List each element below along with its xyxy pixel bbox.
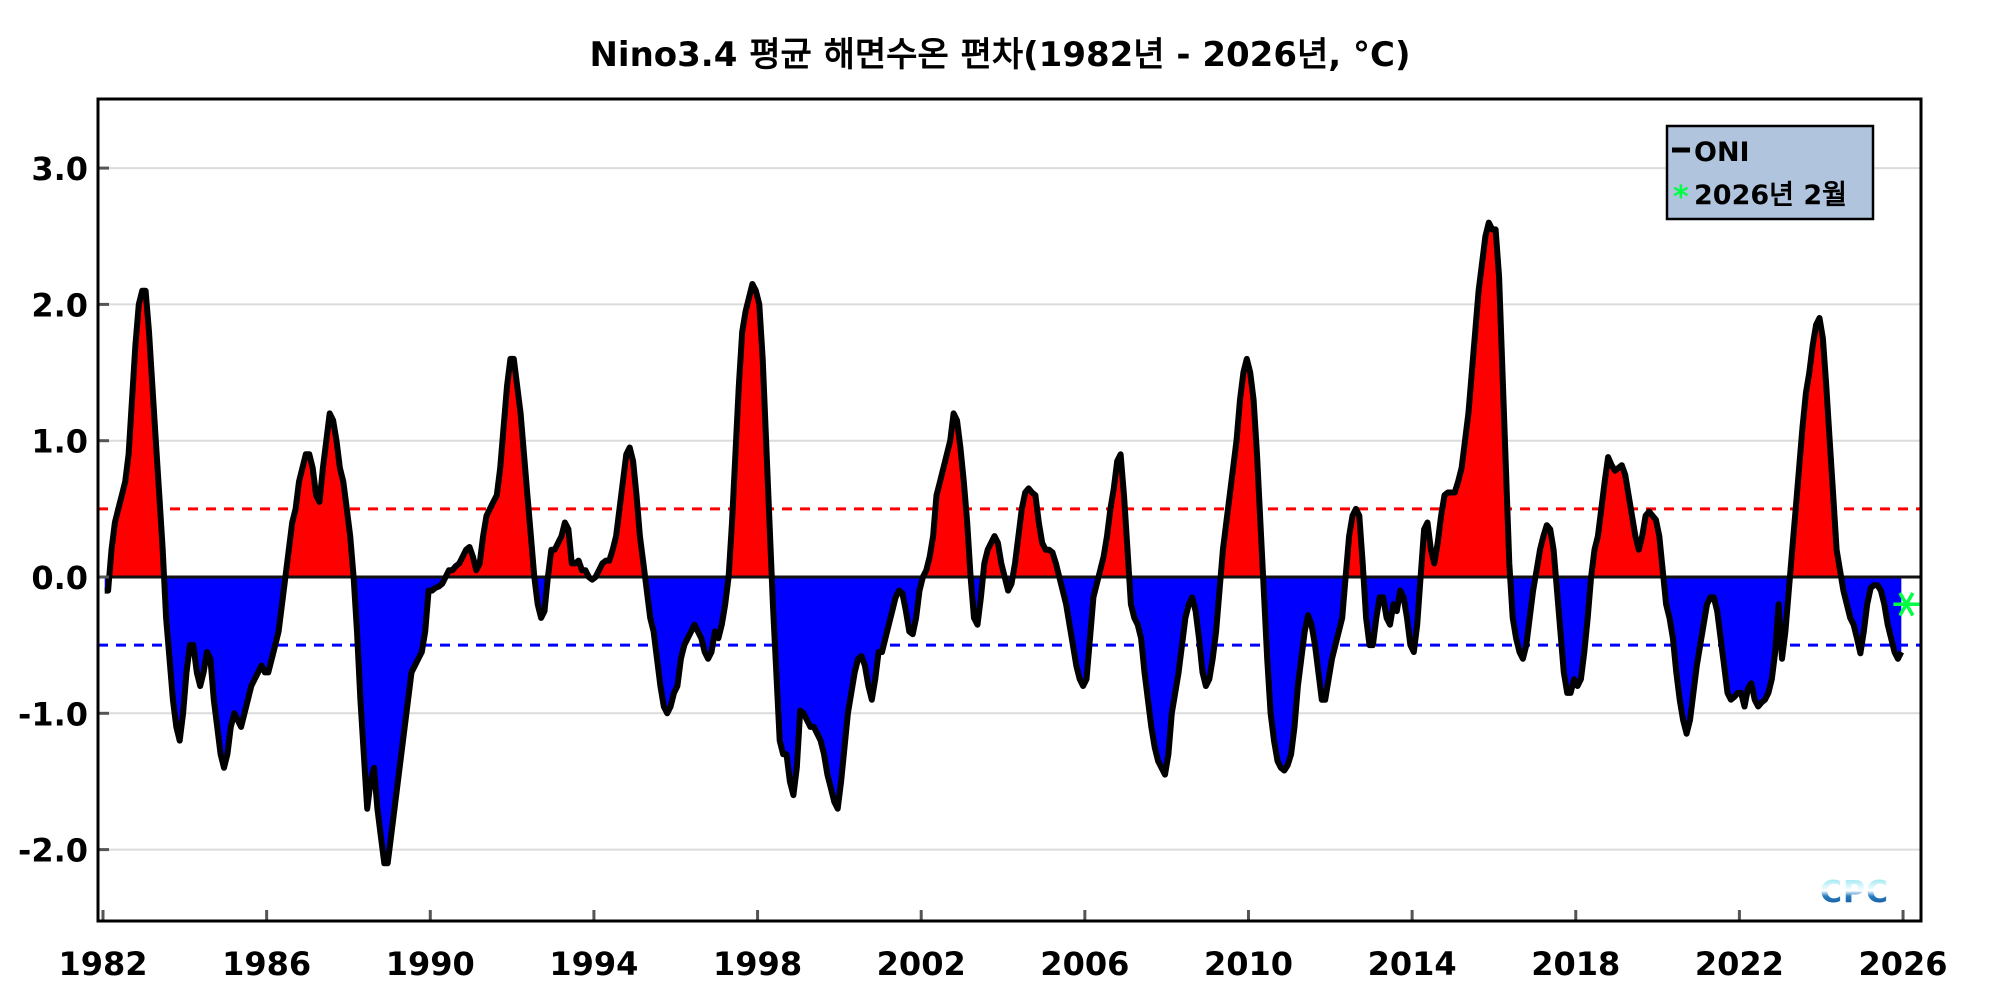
legend-oni-label: ONI (1694, 137, 1750, 168)
threshold-lines (98, 507, 1921, 647)
cpc-logo: CPC (1820, 875, 1889, 910)
oni-line (104, 219, 1904, 867)
anomaly-areas (104, 222, 1902, 864)
chart-title: Nino3.4 평균 해면수온 편차(1982년 - 2026년, °C) (589, 35, 1410, 75)
negative-anomaly-area (104, 577, 1902, 864)
legend: ONI * 2026년 2월 (1665, 124, 1875, 221)
x-tick-label: 2026 (1859, 945, 1948, 983)
x-tick-label: 1982 (58, 945, 147, 983)
x-tick-label: 2002 (877, 945, 966, 983)
x-tick-label: 1998 (713, 945, 802, 983)
legend-asterisk-icon: * (1673, 180, 1689, 215)
y-tick-label: 2.0 (31, 286, 88, 324)
asterisk-stroke (1898, 592, 1915, 617)
x-tick-label: 2010 (1204, 945, 1293, 983)
y-tick-label: -2.0 (18, 832, 88, 870)
x-tick-label: 2014 (1368, 945, 1457, 983)
y-tick-label: -1.0 (18, 695, 88, 733)
x-tick-label: 2018 (1531, 945, 1620, 983)
legend-date-label: 2026년 2월 (1694, 180, 1847, 211)
x-tick-label: 1986 (222, 945, 311, 983)
x-tick-label: 2022 (1695, 945, 1784, 983)
highlight-asterisk-marker (1893, 592, 1920, 617)
oni-series (104, 219, 1920, 867)
legend-box (1665, 124, 1875, 221)
axis-ticks: -2.0 -1.0 0.0 1.0 2.0 3.0 1982 1986 1990 1994 1998… (18, 150, 1948, 983)
x-tick-label: 1990 (386, 945, 475, 983)
y-tick-label: 3.0 (31, 150, 88, 188)
y-tick-label: 1.0 (31, 423, 88, 461)
plot-frame (96, 97, 1923, 923)
x-tick-label: 2006 (1040, 945, 1129, 983)
x-tick-label: 1994 (549, 945, 638, 983)
y-tick-label: 0.0 (31, 559, 88, 597)
